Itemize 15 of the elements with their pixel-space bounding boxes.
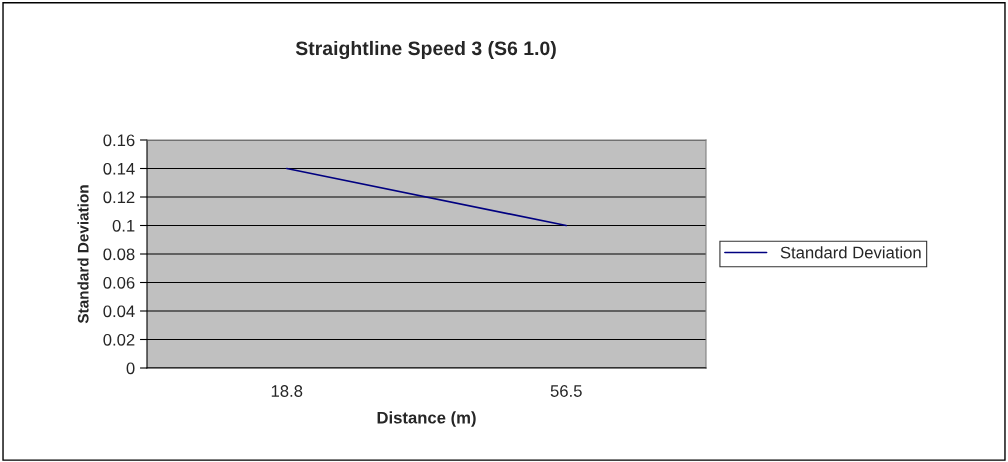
y-tick-label: 0 xyxy=(126,362,135,375)
chart-title: Straightline Speed 3 (S6 1.0) xyxy=(295,40,556,60)
legend-label: Standard Deviation xyxy=(780,246,921,259)
y-tick-label: 0.16 xyxy=(103,134,135,147)
y-tick-label: 0.02 xyxy=(103,333,135,346)
y-tick-label: 0.04 xyxy=(103,305,135,318)
y-axis-title: Standard Deviation xyxy=(77,185,89,324)
x-axis-title: Distance (m) xyxy=(377,411,476,427)
x-tick-label: 18.8 xyxy=(271,385,303,397)
y-tick-label: 0.1 xyxy=(112,219,135,232)
y-tick-label: 0.12 xyxy=(103,191,135,204)
y-tick-label: 0.08 xyxy=(103,248,135,261)
x-tick-label: 56.5 xyxy=(550,385,582,397)
y-tick-label: 0.06 xyxy=(103,276,135,289)
y-tick-label: 0.14 xyxy=(103,162,135,175)
